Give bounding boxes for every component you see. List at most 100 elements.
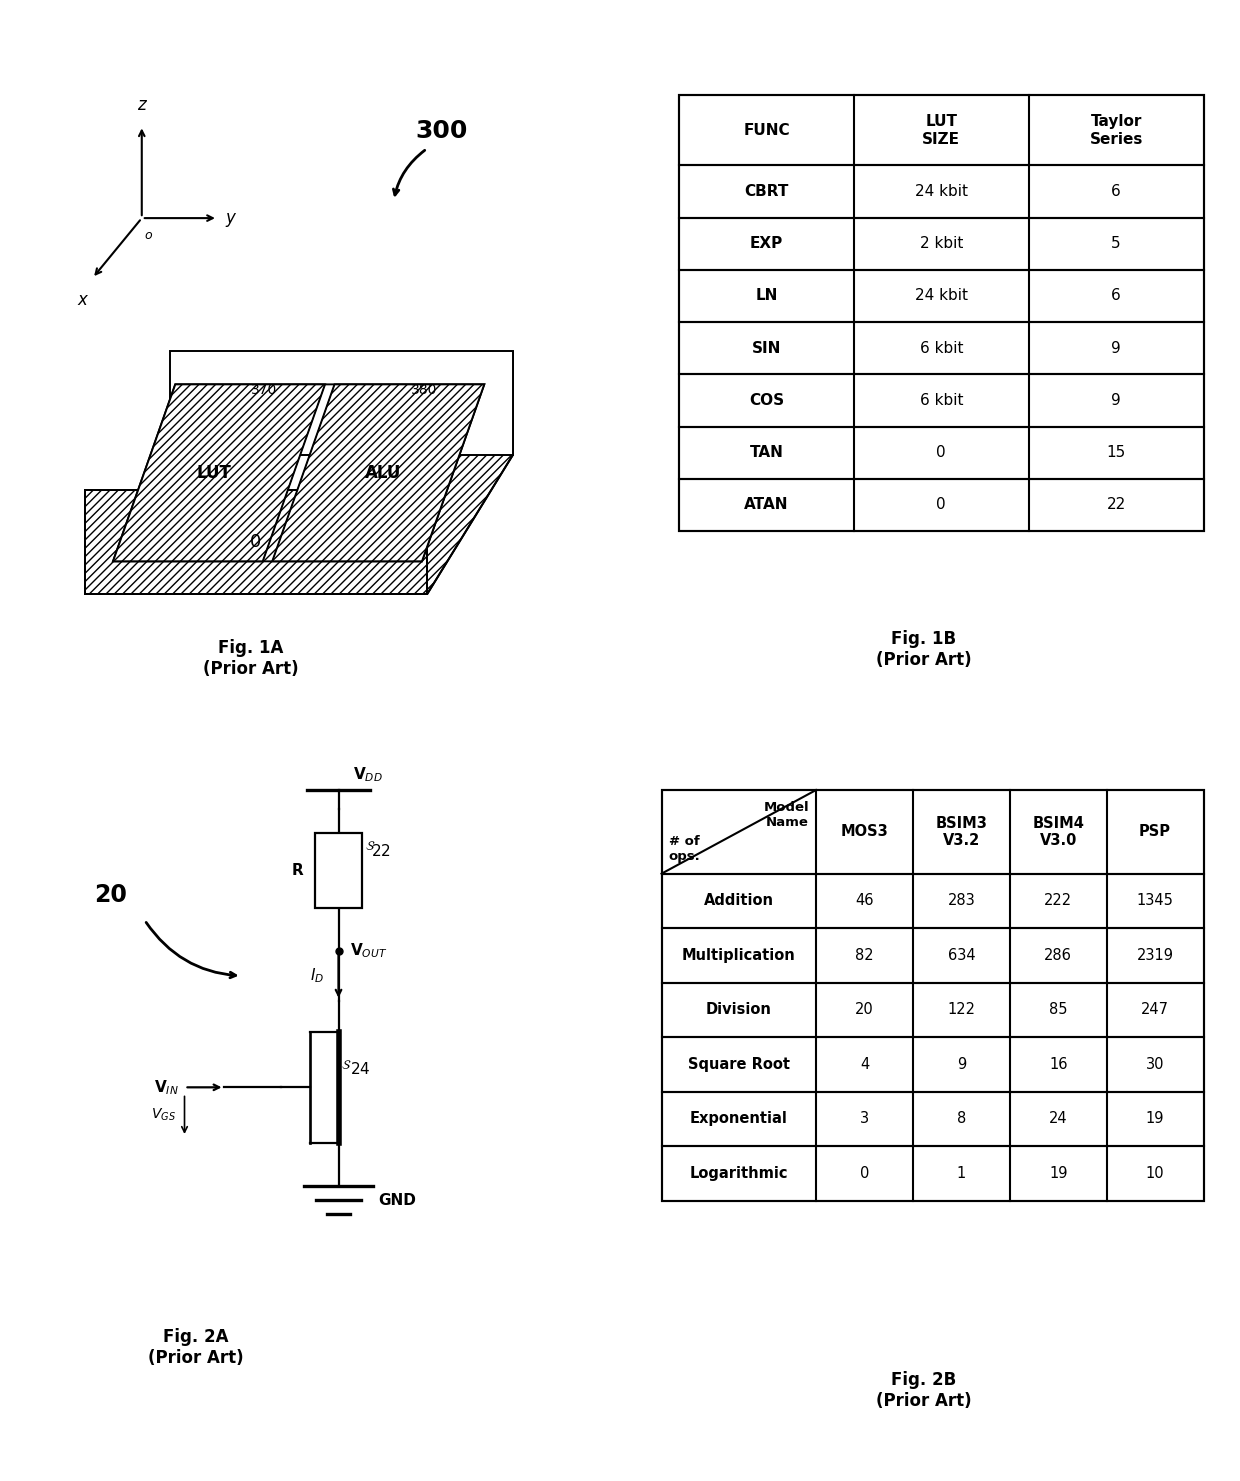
Bar (680, 270, 1204, 321)
Text: 4: 4 (859, 1057, 869, 1072)
Text: PSP: PSP (1140, 825, 1171, 840)
Text: $\mathsf{24}$: $\mathsf{24}$ (350, 1060, 371, 1077)
Text: Square Root: Square Root (688, 1057, 790, 1072)
Text: SIN: SIN (751, 341, 781, 355)
Polygon shape (113, 385, 325, 561)
Text: 286: 286 (1044, 948, 1073, 963)
Text: 300: 300 (415, 120, 467, 144)
Text: LUT: LUT (197, 464, 232, 481)
Text: 283: 283 (947, 893, 975, 908)
Text: $V_{GS}$: $V_{GS}$ (151, 1106, 176, 1124)
Text: $\mathit{I_D}$: $\mathit{I_D}$ (310, 967, 325, 985)
Text: 2319: 2319 (1137, 948, 1173, 963)
Text: 10: 10 (1146, 1166, 1164, 1180)
Bar (680, 95, 1204, 166)
Text: 85: 85 (1049, 1003, 1068, 1017)
Text: 0: 0 (250, 533, 262, 551)
Text: z: z (138, 96, 146, 114)
Text: 0: 0 (936, 446, 946, 461)
Bar (662, 789, 1204, 1201)
Text: 6 kbit: 6 kbit (920, 392, 963, 407)
Text: Fig. 1B
(Prior Art): Fig. 1B (Prior Art) (875, 629, 972, 669)
Text: $\mathbf{V}_{IN}$: $\mathbf{V}_{IN}$ (154, 1078, 179, 1096)
Text: EXP: EXP (750, 237, 784, 252)
Text: 6 kbit: 6 kbit (920, 341, 963, 355)
Text: Fig. 1A
(Prior Art): Fig. 1A (Prior Art) (203, 638, 299, 677)
Text: 0: 0 (859, 1166, 869, 1180)
Bar (680, 375, 1204, 427)
Text: 222: 222 (1044, 893, 1073, 908)
Text: 0: 0 (936, 498, 946, 512)
Bar (680, 166, 1204, 218)
Bar (680, 321, 1204, 375)
Bar (662, 983, 1204, 1037)
Text: $\mathbf{V}_{DD}$: $\mathbf{V}_{DD}$ (353, 766, 383, 783)
Text: 19: 19 (1146, 1111, 1164, 1127)
Text: 22: 22 (1106, 498, 1126, 512)
Text: 5: 5 (1111, 237, 1121, 252)
Text: 24 kbit: 24 kbit (915, 289, 967, 304)
Polygon shape (170, 351, 512, 456)
Text: 46: 46 (856, 893, 874, 908)
Text: 24 kbit: 24 kbit (915, 184, 967, 198)
Text: 24: 24 (1049, 1111, 1068, 1127)
Text: BSIM4
V3.0: BSIM4 V3.0 (1032, 816, 1084, 849)
Text: Multiplication: Multiplication (682, 948, 796, 963)
Polygon shape (427, 351, 512, 594)
Text: $\mathit{\mathcal{S}}$: $\mathit{\mathcal{S}}$ (366, 840, 376, 853)
Text: CBRT: CBRT (744, 184, 789, 198)
Text: 1: 1 (957, 1166, 966, 1180)
Bar (680, 478, 1204, 532)
Text: 15: 15 (1106, 446, 1126, 461)
Text: FUNC: FUNC (743, 123, 790, 138)
Text: 30: 30 (1146, 1057, 1164, 1072)
Text: # of
ops.: # of ops. (668, 834, 701, 862)
Text: x: x (77, 290, 87, 308)
Text: 19: 19 (1049, 1166, 1068, 1180)
Text: 20: 20 (94, 883, 126, 908)
Bar (662, 1146, 1204, 1201)
Bar (662, 929, 1204, 983)
Text: Exponential: Exponential (689, 1111, 787, 1127)
Text: LN: LN (755, 289, 777, 304)
Text: BSIM3
V3.2: BSIM3 V3.2 (935, 816, 987, 849)
Text: 16: 16 (1049, 1057, 1068, 1072)
Text: ATAN: ATAN (744, 498, 789, 512)
Text: 20: 20 (856, 1003, 874, 1017)
Bar (680, 95, 1204, 532)
Text: 247: 247 (1141, 1003, 1169, 1017)
Text: 1345: 1345 (1137, 893, 1173, 908)
Text: 370: 370 (252, 384, 278, 397)
Text: MOS3: MOS3 (841, 825, 888, 840)
Polygon shape (84, 490, 427, 594)
Text: Logarithmic: Logarithmic (689, 1166, 789, 1180)
Text: 8: 8 (957, 1111, 966, 1127)
Text: 380: 380 (410, 384, 436, 397)
Text: 9: 9 (1111, 341, 1121, 355)
Bar (315, 834, 362, 908)
Bar (662, 874, 1204, 929)
Text: 634: 634 (947, 948, 975, 963)
Bar (662, 789, 1204, 874)
Text: 9: 9 (1111, 392, 1121, 407)
Text: Model
Name: Model Name (764, 801, 808, 829)
Text: y: y (224, 209, 234, 227)
Text: $\mathbf{V}_{OUT}$: $\mathbf{V}_{OUT}$ (350, 942, 387, 960)
Text: LUT
SIZE: LUT SIZE (923, 114, 960, 147)
Text: GND: GND (378, 1192, 417, 1207)
Text: 6: 6 (1111, 289, 1121, 304)
Text: 6: 6 (1111, 184, 1121, 198)
Text: R: R (291, 863, 303, 878)
Text: COS: COS (749, 392, 784, 407)
Text: 3: 3 (859, 1111, 869, 1127)
Text: o: o (144, 228, 151, 241)
Bar (662, 1091, 1204, 1146)
Polygon shape (273, 385, 485, 561)
Bar (662, 1037, 1204, 1091)
Text: Fig. 2B
(Prior Art): Fig. 2B (Prior Art) (875, 1371, 972, 1410)
Text: $\mathsf{22}$: $\mathsf{22}$ (371, 843, 391, 859)
Text: 122: 122 (947, 1003, 976, 1017)
Text: Addition: Addition (704, 893, 774, 908)
Text: TAN: TAN (749, 446, 784, 461)
Text: Fig. 2A
(Prior Art): Fig. 2A (Prior Art) (148, 1328, 244, 1367)
